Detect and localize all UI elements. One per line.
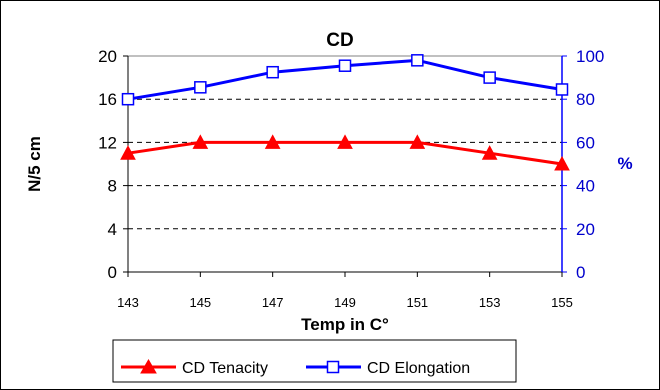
y2-axis-ticks: 0 20 40 60 80 100 — [562, 47, 604, 282]
series-0-point-1 — [192, 134, 209, 149]
legend: CD Tenacity CD Elongation — [112, 339, 517, 383]
series-0-point-5 — [481, 145, 498, 160]
series-1-point-3 — [338, 59, 352, 72]
x-axis-ticks: 143 145 147 149 151 153 155 — [117, 272, 573, 310]
series-1-point-0 — [121, 92, 135, 106]
legend-tenacity-marker — [140, 358, 157, 374]
series-1-point-4 — [411, 54, 424, 67]
y-tick-label-4: 16 — [98, 90, 117, 109]
y2-tick-label-2: 40 — [576, 177, 595, 196]
series-0-point-0 — [120, 145, 136, 160]
x-tick-label-2: 147 — [262, 295, 284, 310]
y-tick-label-2: 8 — [108, 177, 117, 196]
chart-title: CD — [326, 30, 353, 51]
y-axis-label: N/5 cm — [25, 136, 44, 192]
legend-elongation-marker — [326, 360, 340, 374]
series-layer — [120, 54, 570, 171]
series-0-point-6 — [554, 155, 570, 171]
series-1-point-6 — [555, 83, 569, 96]
y2-axis-label: % — [617, 154, 632, 173]
series-1-point-5 — [483, 71, 496, 84]
series-1-point-2 — [266, 65, 279, 79]
legend-label-elongation: CD Elongation — [367, 360, 470, 377]
x-axis-label: Temp in C° — [301, 315, 389, 334]
y-tick-label-1: 4 — [108, 220, 117, 239]
x-tick-label-5: 153 — [479, 295, 501, 310]
x-tick-label-6: 155 — [551, 295, 573, 310]
y-tick-label-0: 0 — [108, 263, 117, 282]
y2-tick-label-4: 80 — [576, 90, 595, 109]
legend-box — [112, 339, 517, 383]
x-tick-label-1: 145 — [189, 295, 211, 310]
series-0-point-2 — [264, 134, 281, 149]
y2-tick-label-3: 60 — [576, 133, 595, 152]
series-0-point-4 — [409, 134, 426, 149]
y-tick-label-3: 12 — [98, 133, 117, 152]
y-tick-label-5: 20 — [98, 47, 117, 66]
y-axis-ticks: 0 4 8 12 16 20 — [98, 47, 128, 282]
series-0-point-3 — [337, 134, 353, 149]
y2-tick-label-1: 20 — [576, 220, 595, 239]
x-tick-label-4: 151 — [406, 295, 428, 310]
series-1-point-1 — [194, 81, 207, 94]
y2-tick-label-0: 0 — [576, 263, 585, 282]
x-tick-label-3: 149 — [334, 295, 356, 310]
x-tick-label-0: 143 — [117, 295, 139, 310]
y2-tick-label-5: 100 — [576, 47, 604, 66]
legend-label-tenacity: CD Tenacity — [182, 360, 268, 377]
